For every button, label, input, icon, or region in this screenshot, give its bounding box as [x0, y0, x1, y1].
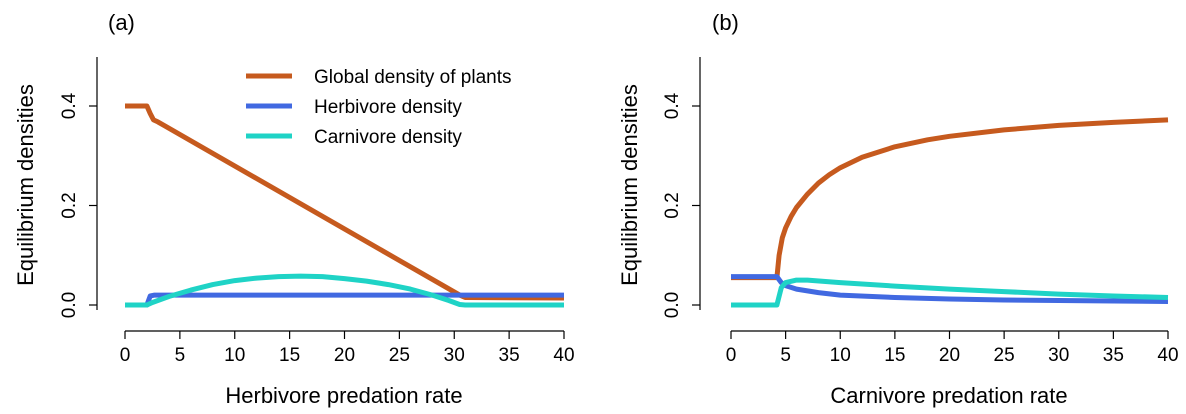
legend-label-herbivore: Herbivore density [314, 97, 462, 118]
x-tick-label: 5 [175, 345, 186, 366]
legend-label-carnivore: Carnivore density [314, 127, 462, 148]
y-tick-label: 0.4 [59, 92, 80, 119]
x-tick-label: 35 [499, 345, 520, 366]
x-tick-label: 30 [444, 345, 465, 366]
series-line-plants [731, 117, 1169, 281]
x-tick-label: 0 [726, 345, 737, 366]
panel-label: (a) [108, 10, 135, 35]
x-tick-label: 25 [389, 345, 410, 366]
x-tick-label: 5 [780, 345, 791, 366]
series-line-carnivore [731, 277, 1169, 308]
x-tick-label: 30 [1048, 345, 1069, 366]
y-tick-label: 0.0 [662, 292, 683, 318]
x-tick-label: 20 [334, 345, 355, 366]
panel-a: (a) Equilibrium densities Herbivore pred… [13, 10, 575, 408]
x-axis-title: Herbivore predation rate [225, 383, 462, 408]
panel-label: (b) [712, 10, 739, 35]
x-tick-label: 15 [884, 345, 905, 366]
x-tick-label: 40 [1157, 345, 1178, 366]
y-axis-title: Equilibrium densities [13, 84, 38, 286]
x-tick-label: 20 [939, 345, 960, 366]
panel-b: (b) Equilibrium densities Carnivore pred… [617, 10, 1179, 408]
series-line-carnivore [125, 273, 564, 308]
x-tick-label: 25 [994, 345, 1015, 366]
x-tick-label: 40 [553, 345, 574, 366]
y-tick-label: 0.0 [59, 292, 80, 318]
y-tick-label: 0.2 [662, 192, 683, 218]
x-axis-title: Carnivore predation rate [830, 383, 1067, 408]
x-tick-label: 10 [224, 345, 245, 366]
y-axis-title: Equilibrium densities [617, 84, 642, 286]
y-tick-label: 0.2 [59, 192, 80, 218]
series-line-herbivore [731, 274, 1169, 304]
x-tick-label: 15 [279, 345, 300, 366]
x-tick-label: 0 [120, 345, 131, 366]
legend-label-plants: Global density of plants [314, 67, 512, 88]
legend: Global density of plants Herbivore densi… [246, 67, 512, 148]
y-tick-label: 0.4 [662, 92, 683, 119]
x-tick-label: 10 [830, 345, 851, 366]
x-tick-label: 35 [1103, 345, 1124, 366]
